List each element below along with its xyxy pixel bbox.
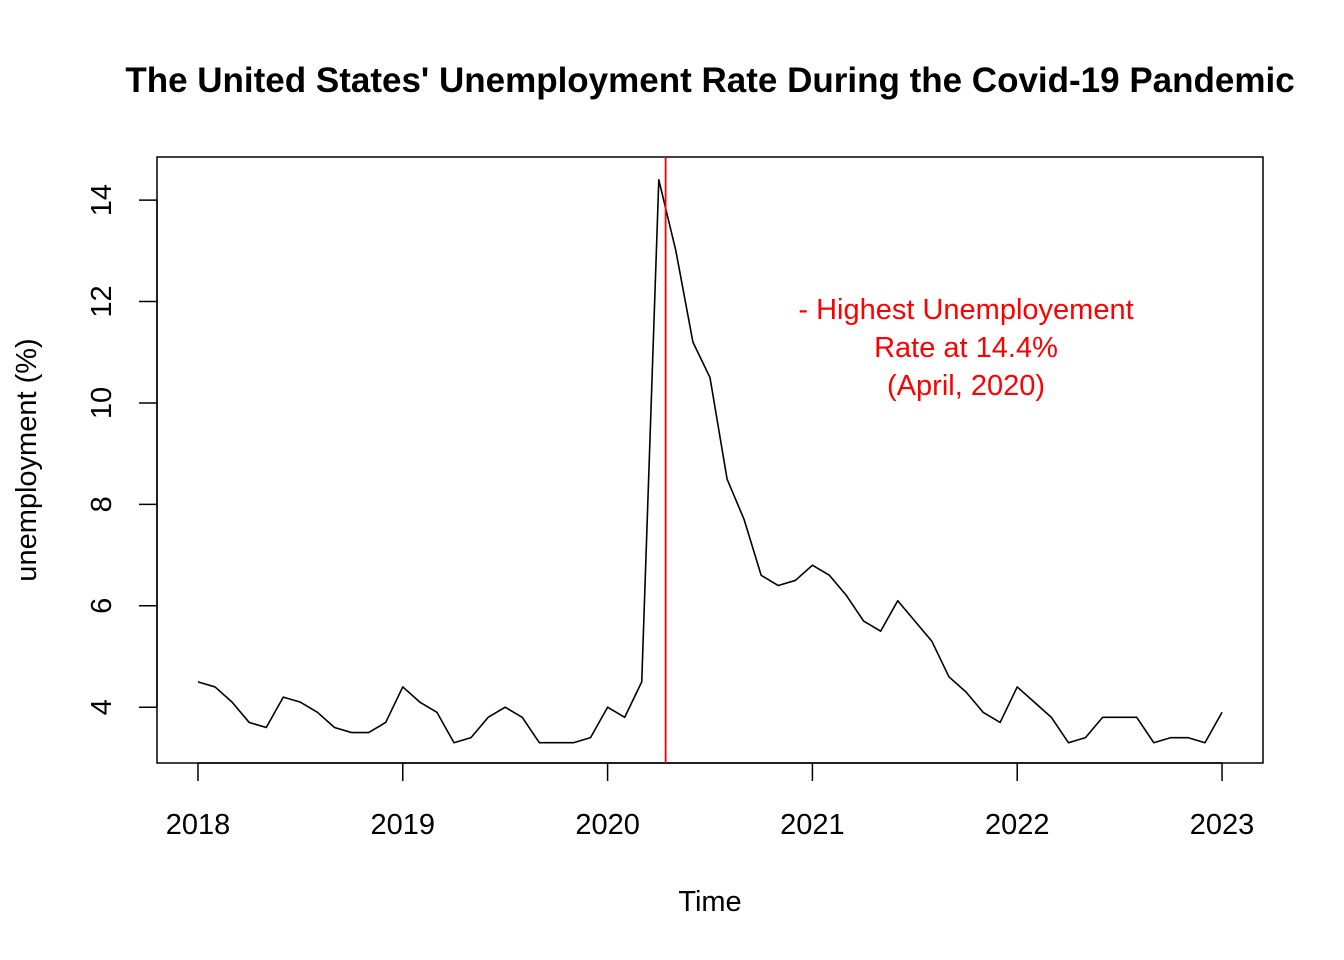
annotation-layer: - Highest Unemployement Rate at 14.4% (Apr… xyxy=(798,294,1133,402)
x-tick-label: 2022 xyxy=(985,809,1050,841)
chart-title: The United States' Unemployment Rate Dur… xyxy=(125,61,1294,100)
annotation-line: - Highest Unemployement xyxy=(798,294,1133,326)
annotation-line: (April, 2020) xyxy=(887,370,1045,402)
plot-frame xyxy=(156,156,1264,764)
x-tick-label: 2021 xyxy=(780,809,845,841)
x-tick-label: 2018 xyxy=(166,809,231,841)
x-tick-label: 2020 xyxy=(575,809,640,841)
x-axis-label: Time xyxy=(678,886,741,918)
y-tick-label: 12 xyxy=(86,285,118,317)
y-tick-label: 4 xyxy=(86,699,118,715)
annotation-line: Rate at 14.4% xyxy=(874,332,1058,364)
y-tick-label: 10 xyxy=(86,387,118,419)
x-tick-label: 2019 xyxy=(371,809,436,841)
y-axis: 4 6 8 10 12 14 xyxy=(86,184,158,715)
x-axis: 2018 2019 2020 2021 2022 2023 xyxy=(166,762,1255,841)
y-tick-label: 6 xyxy=(86,598,118,614)
x-tick-label: 2023 xyxy=(1190,809,1255,841)
series-line xyxy=(197,179,1223,744)
y-tick-label: 14 xyxy=(86,184,118,216)
y-axis-label: unemployment (%) xyxy=(11,338,43,581)
y-tick-label: 8 xyxy=(86,496,118,512)
series-layer xyxy=(197,179,1223,744)
